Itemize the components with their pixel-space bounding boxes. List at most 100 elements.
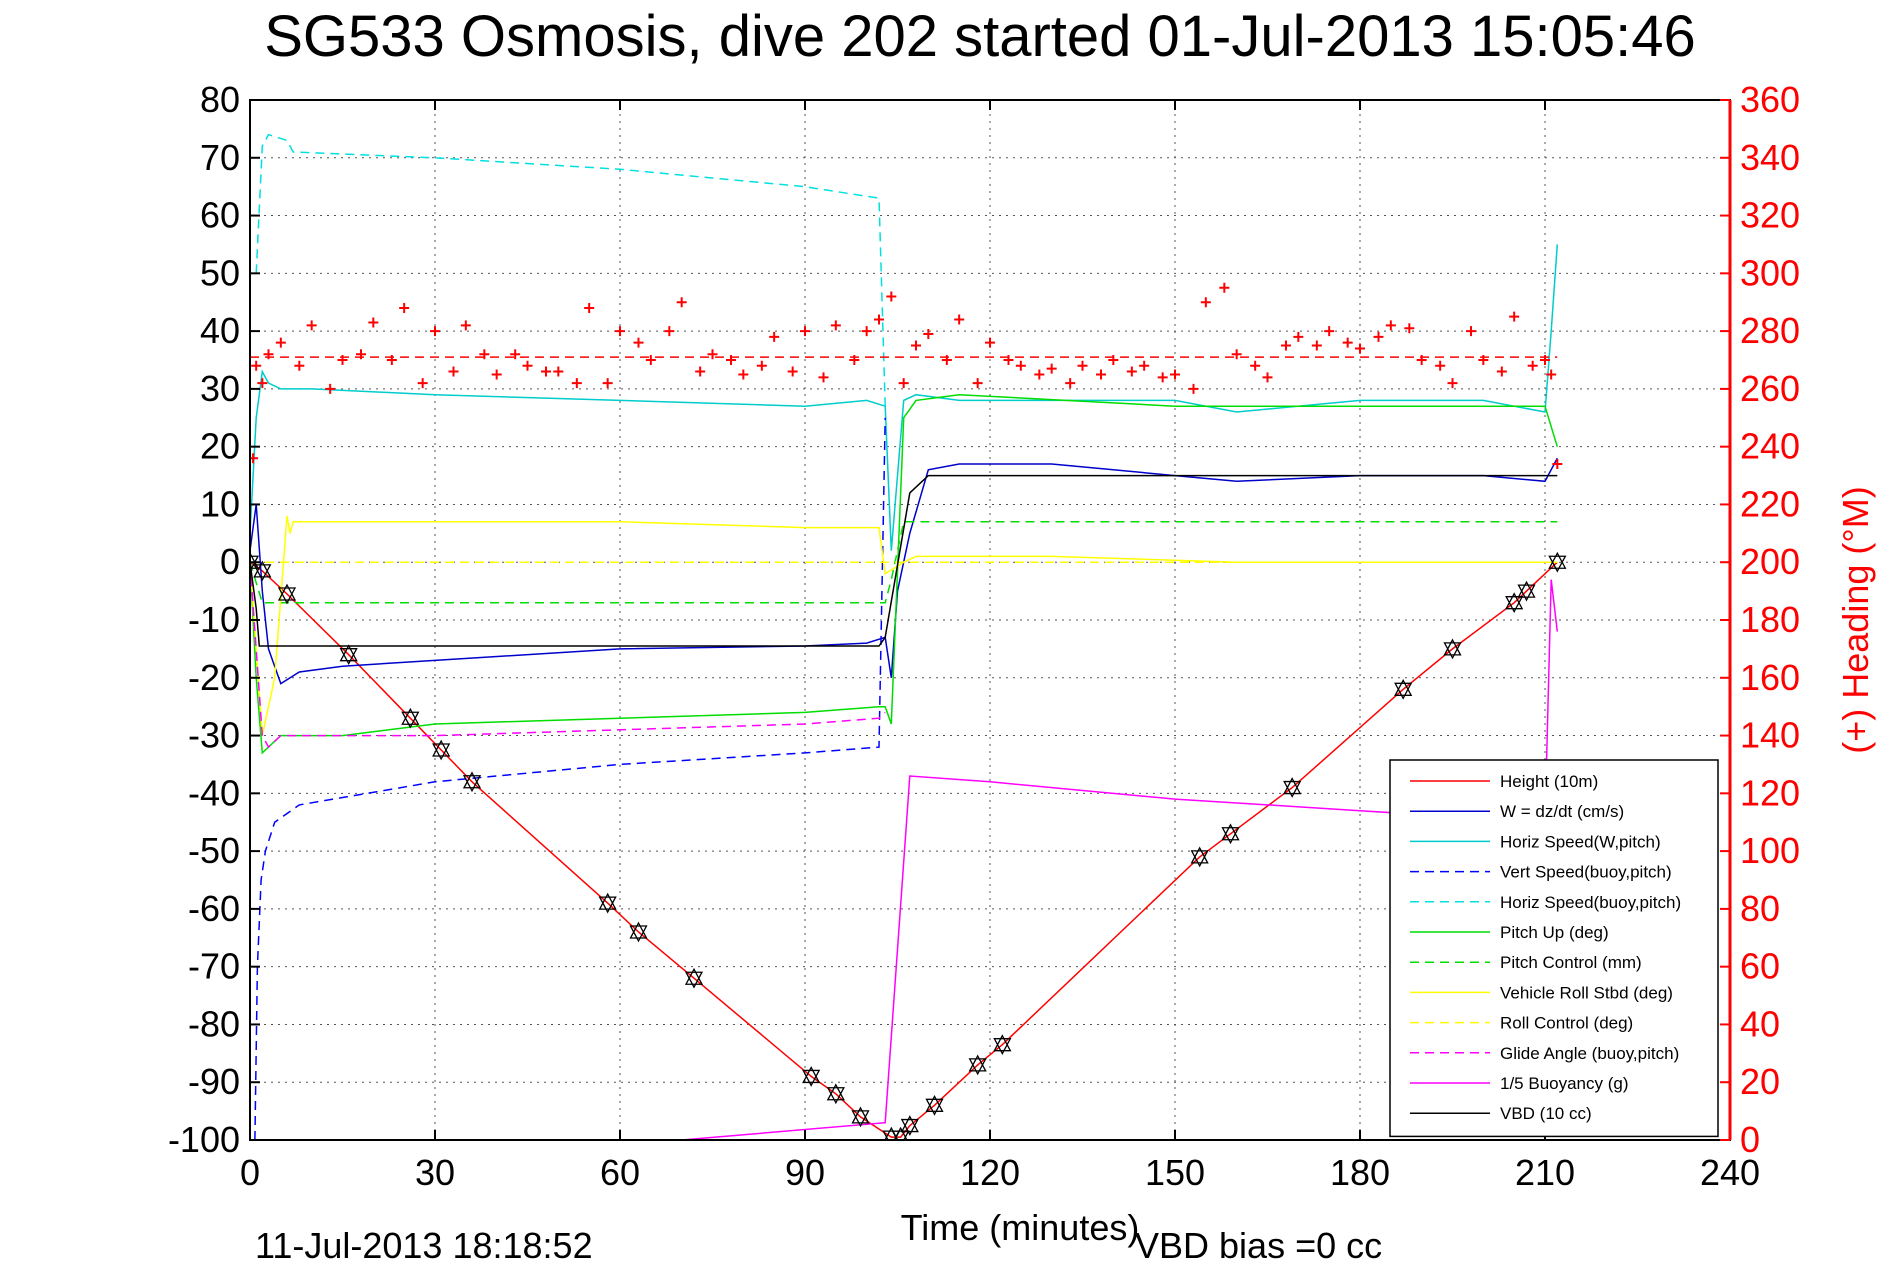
- y-tick-label: -70: [188, 946, 240, 987]
- heading-point: [985, 337, 995, 348]
- y-right-tick-label: 120: [1740, 772, 1800, 813]
- legend-label: Height (10m): [1500, 772, 1598, 791]
- height-sample-marker: [925, 1094, 944, 1116]
- heading-point: [726, 355, 736, 365]
- heading-point: [1496, 366, 1507, 377]
- y-right-tick-label: 180: [1740, 599, 1800, 640]
- height-sample-marker: [1505, 592, 1524, 614]
- heading-point: [787, 366, 798, 377]
- y-right-tick-label: 140: [1740, 715, 1800, 756]
- heading-point: [1250, 360, 1261, 371]
- y-right-tick-label: 320: [1740, 195, 1800, 236]
- heading-point: [491, 369, 502, 380]
- heading-point: [1435, 360, 1446, 371]
- height-sample-marker: [1517, 580, 1536, 602]
- heading-point: [1509, 311, 1520, 322]
- series-line-vbd-10-cc: [250, 474, 1558, 647]
- x-tick-label: 180: [1330, 1152, 1390, 1193]
- heading-point: [1096, 369, 1106, 380]
- y-tick-label: -10: [188, 599, 240, 640]
- series-line-1-5-buoyancy-g: [681, 579, 1559, 1140]
- y-tick-label: -30: [188, 715, 240, 756]
- heading-point: [1219, 282, 1230, 293]
- heading-point: [448, 366, 459, 377]
- heading-point: [1385, 320, 1396, 331]
- y-tick-label: -100: [168, 1119, 240, 1160]
- heading-point: [257, 378, 268, 389]
- heading-point: [695, 366, 706, 377]
- heading-point: [337, 355, 348, 365]
- y-right-tick-label: 0: [1740, 1119, 1760, 1160]
- heading-point: [1373, 331, 1384, 342]
- height-sample-marker: [1443, 638, 1462, 660]
- heading-point: [941, 355, 952, 365]
- legend: Height (10m) W = dz/dt (cm/s) Horiz Speed(…: [1389, 759, 1719, 1138]
- legend-label: W = dz/dt (cm/s): [1500, 802, 1624, 821]
- heading-point: [1034, 369, 1045, 380]
- heading-point: [522, 360, 533, 371]
- heading-point: [1170, 369, 1180, 380]
- x-tick-label: 120: [960, 1152, 1020, 1193]
- heading-point: [1281, 340, 1291, 351]
- x-tick-label: 60: [600, 1152, 640, 1193]
- heading-point: [954, 314, 965, 325]
- x-tick-label: 90: [785, 1152, 825, 1193]
- height-sample-marker: [250, 551, 260, 573]
- heading-point: [849, 355, 860, 365]
- y-right-tick-label: 40: [1740, 1003, 1780, 1044]
- y-right-tick-label: 160: [1740, 657, 1800, 698]
- height-sample-marker: [277, 583, 297, 605]
- y-tick-label: 40: [200, 310, 240, 351]
- heading-point: [1065, 378, 1076, 389]
- heading-point: [1126, 366, 1137, 377]
- height-sample-marker: [993, 1034, 1012, 1056]
- heading-point: [602, 378, 613, 389]
- heading-point: [571, 378, 582, 389]
- height-sample-marker: [802, 1066, 821, 1087]
- heading-point: [479, 349, 490, 360]
- y-tick-label: -60: [188, 888, 240, 929]
- heading-point: [1546, 369, 1557, 380]
- y-tick-label: 60: [200, 195, 240, 236]
- heading-point: [1404, 323, 1415, 334]
- height-sample-marker: [253, 560, 272, 582]
- legend-box: [1389, 759, 1719, 1138]
- heading-point: [294, 360, 305, 371]
- heading-point: [1188, 383, 1199, 394]
- height-sample-markers: [250, 551, 1567, 1140]
- heading-point: [676, 297, 687, 308]
- height-sample-marker: [1548, 551, 1567, 573]
- y-right-tick-label: 360: [1740, 79, 1800, 120]
- height-sample-marker: [629, 921, 648, 943]
- height-sample-marker: [598, 892, 617, 914]
- series-line-pitch-control-mm: [250, 521, 1558, 604]
- legend-label: Horiz Speed(W,pitch): [1500, 832, 1661, 851]
- y-right-tick-label: 260: [1740, 368, 1800, 409]
- y-tick-label: 20: [200, 426, 240, 467]
- heading-point: [1447, 378, 1458, 389]
- heading-point: [830, 320, 841, 331]
- y-tick-label: -50: [188, 830, 240, 871]
- heading-point: [1552, 459, 1563, 469]
- height-sample-marker: [1394, 678, 1413, 700]
- heading-point: [769, 331, 780, 342]
- y-right-tick-label: 340: [1740, 137, 1800, 178]
- heading-point: [368, 317, 379, 328]
- heading-point: [615, 326, 625, 337]
- heading-point: [399, 303, 410, 313]
- heading-point: [1416, 355, 1427, 365]
- x-tick-label: 30: [415, 1152, 455, 1193]
- legend-label: Roll Control (deg): [1500, 1014, 1633, 1033]
- heading-point: [633, 337, 644, 348]
- y-tick-label: -90: [188, 1061, 240, 1102]
- heading-point: [460, 320, 471, 331]
- y-right-tick-label: 240: [1740, 426, 1800, 467]
- heading-point: [1293, 331, 1304, 342]
- heading-point: [263, 349, 274, 360]
- legend-label: Pitch Up (deg): [1500, 923, 1609, 942]
- legend-label: 1/5 Buoyancy (g): [1500, 1074, 1629, 1093]
- y-right-tick-label: 300: [1740, 252, 1800, 293]
- height-sample-marker: [1190, 846, 1209, 868]
- height-sample-marker: [462, 771, 482, 793]
